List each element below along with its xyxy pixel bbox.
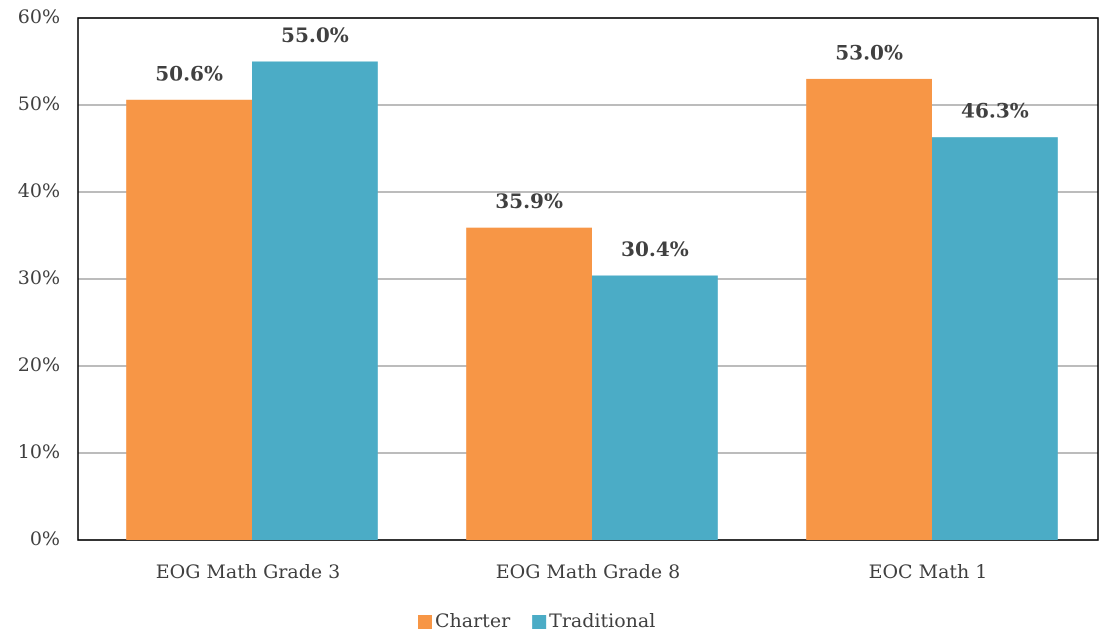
legend-swatch [418,615,432,629]
bar [592,275,718,540]
y-tick-label: 40% [18,180,60,202]
value-label: 50.6% [155,61,223,85]
bar [252,61,378,540]
y-tick-label: 20% [18,354,60,376]
value-label: 53.0% [835,40,903,64]
y-tick-label: 10% [18,441,60,463]
x-tick-label: EOG Math Grade 8 [496,561,680,583]
value-label: 35.9% [495,189,563,213]
bar [932,137,1058,540]
legend-swatch [532,615,547,629]
bar [466,227,592,541]
value-label: 30.4% [621,237,689,261]
x-tick-label: EOC Math 1 [869,561,988,583]
value-label: 55.0% [281,23,349,47]
x-tick-label: EOG Math Grade 3 [156,561,340,583]
legend-label: Charter [435,610,511,632]
y-tick-label: 60% [18,6,60,28]
y-tick-label: 0% [30,528,60,550]
y-tick-label: 30% [18,267,60,289]
y-tick-label: 50% [18,93,60,115]
legend-label: Traditional [549,610,655,632]
bar [806,78,932,541]
bar [126,99,252,540]
value-label: 46.3% [961,99,1029,123]
